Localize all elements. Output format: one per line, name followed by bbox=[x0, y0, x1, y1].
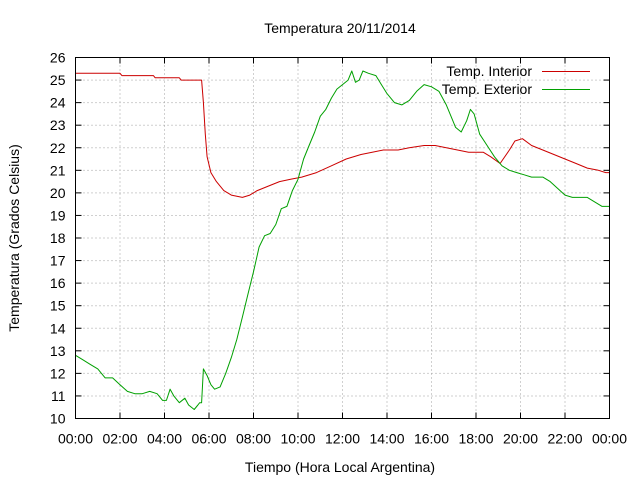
legend-label-interior: Temp. Interior bbox=[446, 63, 532, 79]
y-tick-label: 19 bbox=[50, 207, 66, 223]
series-line-exterior bbox=[75, 70, 610, 410]
x-axis-label: Tiempo (Hora Local Argentina) bbox=[245, 459, 435, 475]
legend: Temp. Interior Temp. Exterior bbox=[442, 63, 590, 97]
x-tick-label: 08:00 bbox=[236, 431, 271, 447]
y-tick-label: 21 bbox=[50, 162, 66, 178]
y-axis-label: Temperatura (Grados Celsius) bbox=[6, 144, 22, 332]
x-tick-label: 00:00 bbox=[58, 431, 93, 447]
y-tick-label: 22 bbox=[50, 140, 66, 156]
y-tick-label: 20 bbox=[50, 185, 66, 201]
plot-frame bbox=[75, 57, 610, 419]
grid-lines bbox=[75, 57, 610, 419]
x-tick-label: 18:00 bbox=[458, 431, 493, 447]
x-tick-label: 04:00 bbox=[147, 431, 182, 447]
y-tick-label: 24 bbox=[50, 95, 66, 111]
y-tick-label: 26 bbox=[50, 50, 66, 66]
y-tick-label: 18 bbox=[50, 230, 66, 246]
x-tick-label: 10:00 bbox=[280, 431, 315, 447]
y-tick-label: 15 bbox=[50, 298, 66, 314]
axis-ticks: 10 11 12 13 14 15 16 17 18 19 20 21 22 23 24 25 26 00:00 0… bbox=[50, 50, 627, 447]
y-tick-label: 17 bbox=[50, 253, 66, 269]
y-tick-label: 10 bbox=[50, 411, 66, 427]
x-tick-label: 22:00 bbox=[547, 431, 582, 447]
x-tick-label: 20:00 bbox=[503, 431, 538, 447]
y-tick-label: 11 bbox=[51, 388, 66, 404]
y-tick-label: 12 bbox=[50, 365, 66, 381]
x-tick-label: 02:00 bbox=[102, 431, 137, 447]
x-tick-label: 06:00 bbox=[191, 431, 226, 447]
chart-title: Temperatura 20/11/2014 bbox=[264, 20, 416, 36]
y-tick-label: 14 bbox=[50, 320, 66, 336]
x-tick-label: 14:00 bbox=[369, 431, 404, 447]
x-tick-label: 16:00 bbox=[414, 431, 449, 447]
y-tick-label: 23 bbox=[50, 117, 66, 133]
y-tick-label: 16 bbox=[50, 275, 66, 291]
x-tick-label: 00:00 bbox=[592, 431, 627, 447]
series-line-interior bbox=[75, 72, 610, 198]
legend-label-exterior: Temp. Exterior bbox=[442, 81, 533, 97]
y-tick-label: 13 bbox=[50, 343, 66, 359]
y-tick-label: 25 bbox=[50, 72, 66, 88]
series-lines bbox=[75, 70, 610, 410]
x-tick-label: 12:00 bbox=[325, 431, 360, 447]
